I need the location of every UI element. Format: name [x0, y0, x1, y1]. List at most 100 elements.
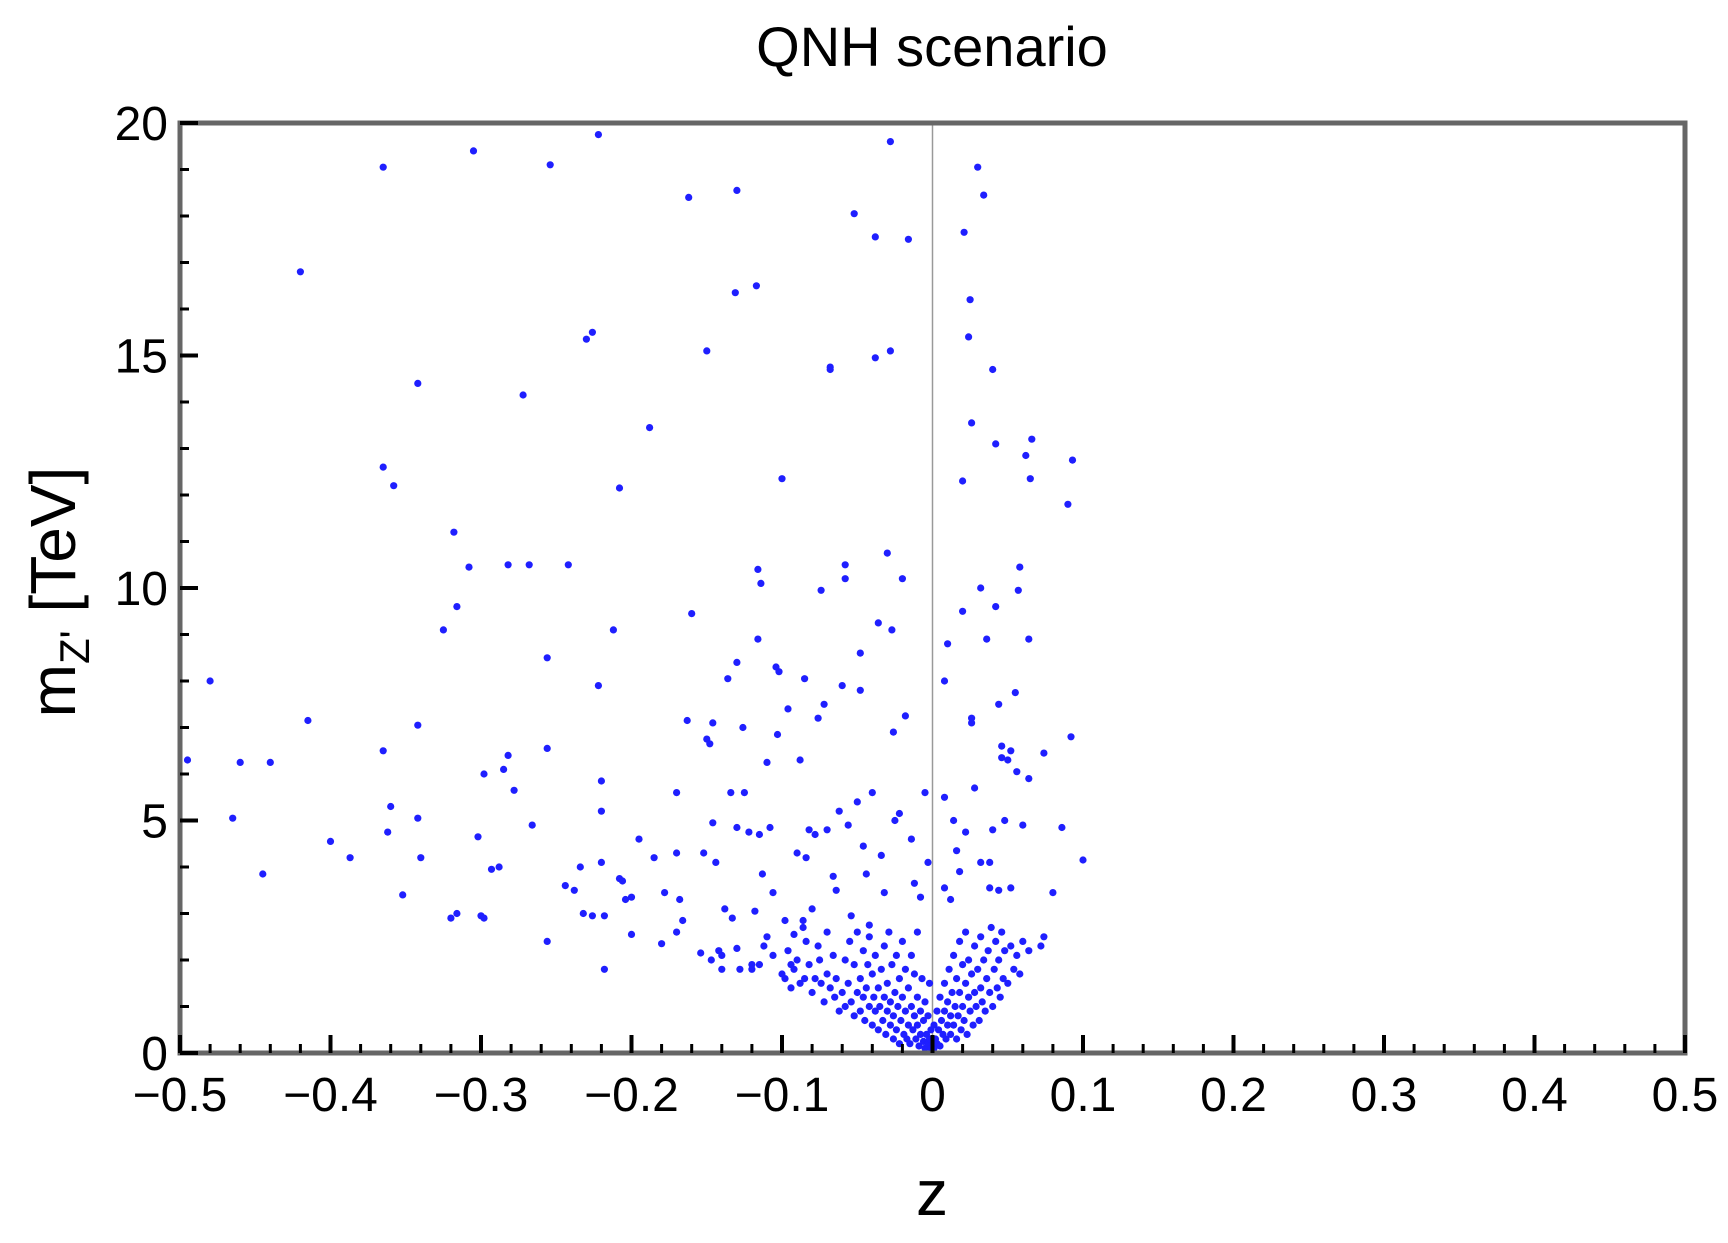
data-point	[877, 965, 885, 973]
data-point	[995, 956, 1003, 964]
data-point	[1004, 979, 1012, 987]
data-point	[570, 886, 578, 894]
data-point	[971, 942, 979, 950]
data-point	[998, 754, 1006, 762]
data-point	[733, 823, 741, 832]
data-point	[904, 235, 913, 243]
data-point	[937, 1016, 946, 1025]
data-point	[891, 816, 899, 825]
data-point	[898, 993, 907, 1001]
data-point	[874, 1026, 882, 1034]
data-point	[879, 1016, 887, 1025]
data-point	[721, 905, 729, 913]
data-point	[733, 658, 741, 667]
data-point	[962, 928, 970, 936]
data-point	[1013, 951, 1021, 960]
data-point	[801, 975, 809, 983]
data-point	[510, 786, 518, 794]
data-point	[594, 682, 603, 690]
data-point	[769, 889, 777, 897]
data-point	[793, 956, 801, 964]
data-point	[953, 975, 961, 983]
data-point	[886, 1021, 895, 1029]
y-axis-title-main: m	[17, 664, 89, 717]
data-point	[850, 1012, 858, 1020]
data-point	[865, 933, 873, 941]
data-point	[414, 379, 422, 387]
data-point	[995, 886, 1003, 894]
data-point	[895, 975, 904, 983]
data-point	[1067, 733, 1075, 741]
data-point	[999, 975, 1007, 983]
data-point	[953, 847, 961, 855]
data-point	[940, 884, 949, 892]
data-point	[709, 819, 717, 827]
data-point	[718, 965, 726, 973]
data-point	[618, 877, 627, 885]
data-point	[910, 1012, 919, 1020]
data-point	[936, 993, 944, 1001]
y-tick-label: 15	[115, 331, 168, 384]
data-point	[888, 961, 896, 969]
data-point	[588, 912, 597, 920]
data-point	[760, 942, 768, 950]
data-point	[894, 1002, 902, 1011]
data-points	[183, 131, 1087, 1052]
data-point	[763, 933, 771, 941]
data-point	[754, 635, 762, 643]
x-tick-label: 0.5	[1652, 1069, 1719, 1122]
data-point	[956, 988, 964, 997]
data-point	[1049, 889, 1057, 897]
data-point	[229, 814, 237, 822]
data-point	[874, 984, 882, 992]
data-point	[700, 849, 708, 857]
data-point	[844, 821, 852, 829]
data-point	[1022, 451, 1030, 460]
data-point	[525, 561, 533, 569]
data-point	[504, 561, 512, 569]
data-point	[853, 928, 861, 936]
data-point	[736, 965, 744, 973]
data-point	[870, 993, 878, 1001]
data-point	[907, 951, 916, 960]
data-point	[850, 961, 858, 969]
data-point	[384, 828, 392, 836]
data-point	[897, 1016, 905, 1025]
data-point	[898, 937, 907, 946]
data-point	[841, 575, 849, 583]
data-point	[871, 233, 879, 241]
y-axis-title: mZ' [TeV]	[17, 467, 98, 718]
data-point	[1068, 456, 1077, 464]
data-point	[1013, 768, 1021, 776]
data-point	[944, 640, 952, 648]
data-point	[886, 138, 895, 146]
data-point	[487, 865, 496, 873]
data-point	[811, 830, 819, 839]
data-point	[679, 916, 687, 925]
data-point	[829, 951, 837, 960]
data-point	[835, 1007, 843, 1015]
data-point	[1016, 970, 1024, 978]
data-point	[906, 1040, 914, 1048]
x-axis-title: z	[916, 1157, 948, 1229]
data-point	[1064, 500, 1072, 508]
data-point	[918, 975, 926, 983]
data-point	[609, 626, 618, 634]
data-point	[576, 863, 584, 871]
data-point	[980, 191, 988, 199]
data-point	[924, 1012, 932, 1020]
data-point	[500, 765, 508, 774]
data-point	[921, 789, 929, 797]
y-tick-label: 20	[115, 98, 168, 151]
data-point	[588, 328, 597, 336]
data-point	[1019, 821, 1027, 829]
data-point	[543, 744, 551, 753]
data-point	[453, 909, 461, 918]
data-point	[960, 228, 968, 236]
x-tick-label: −0.4	[283, 1069, 378, 1122]
data-point	[921, 998, 929, 1006]
data-point	[933, 1007, 941, 1015]
data-point	[480, 770, 488, 778]
data-point	[996, 993, 1004, 1001]
data-point	[892, 1026, 901, 1034]
